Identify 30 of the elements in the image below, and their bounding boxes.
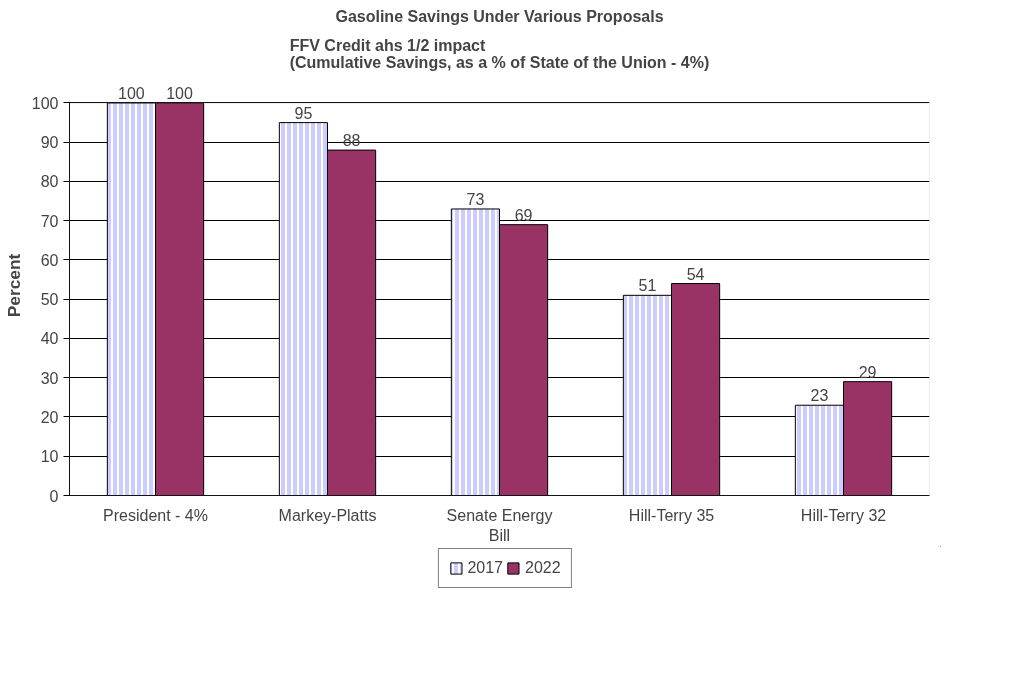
y-tick-label: 0 <box>49 487 59 505</box>
y-tick-label: 50 <box>40 291 59 309</box>
y-tick-label: 10 <box>40 448 59 466</box>
y-tick-label: 20 <box>40 409 59 426</box>
x-tick-label: Senate Energy Bill <box>446 506 553 544</box>
x-tick-label: Hill-Terry 32 <box>800 506 887 524</box>
chart-title: Gasoline Savings Under Various Proposals <box>335 7 664 25</box>
data-label: 29 <box>858 363 877 381</box>
y-tick-label: 90 <box>40 134 59 152</box>
y-tick-label: 30 <box>40 369 59 387</box>
x-tick-label: Markey-Platts <box>278 506 377 524</box>
chart-subtitle: FFV Credit ahs 1/2 impact (Cumulative Savings, as a % of State of the Union - 4%) <box>289 36 710 71</box>
y-axis-title: Percent <box>3 253 24 318</box>
data-label: 100 <box>118 84 145 102</box>
y-tick-label: 100 <box>31 94 59 112</box>
y-tick-label: 60 <box>40 251 59 269</box>
data-label: 51 <box>638 277 657 295</box>
data-label: 95 <box>294 104 313 122</box>
x-tick-label: Hill-Terry 35 <box>628 506 715 524</box>
data-label: 54 <box>686 265 705 283</box>
y-tick-label: 70 <box>40 212 59 230</box>
legend-label: 2017 <box>467 559 503 577</box>
y-tick-label: 40 <box>40 330 59 348</box>
data-label: 69 <box>514 206 533 224</box>
x-tick-label: President - 4% <box>103 506 208 524</box>
data-label: 73 <box>466 190 485 208</box>
data-label: 100 <box>166 84 194 102</box>
legend-label: 2022 <box>525 559 561 577</box>
data-label: 23 <box>810 387 829 405</box>
y-tick-label: 80 <box>40 173 59 191</box>
